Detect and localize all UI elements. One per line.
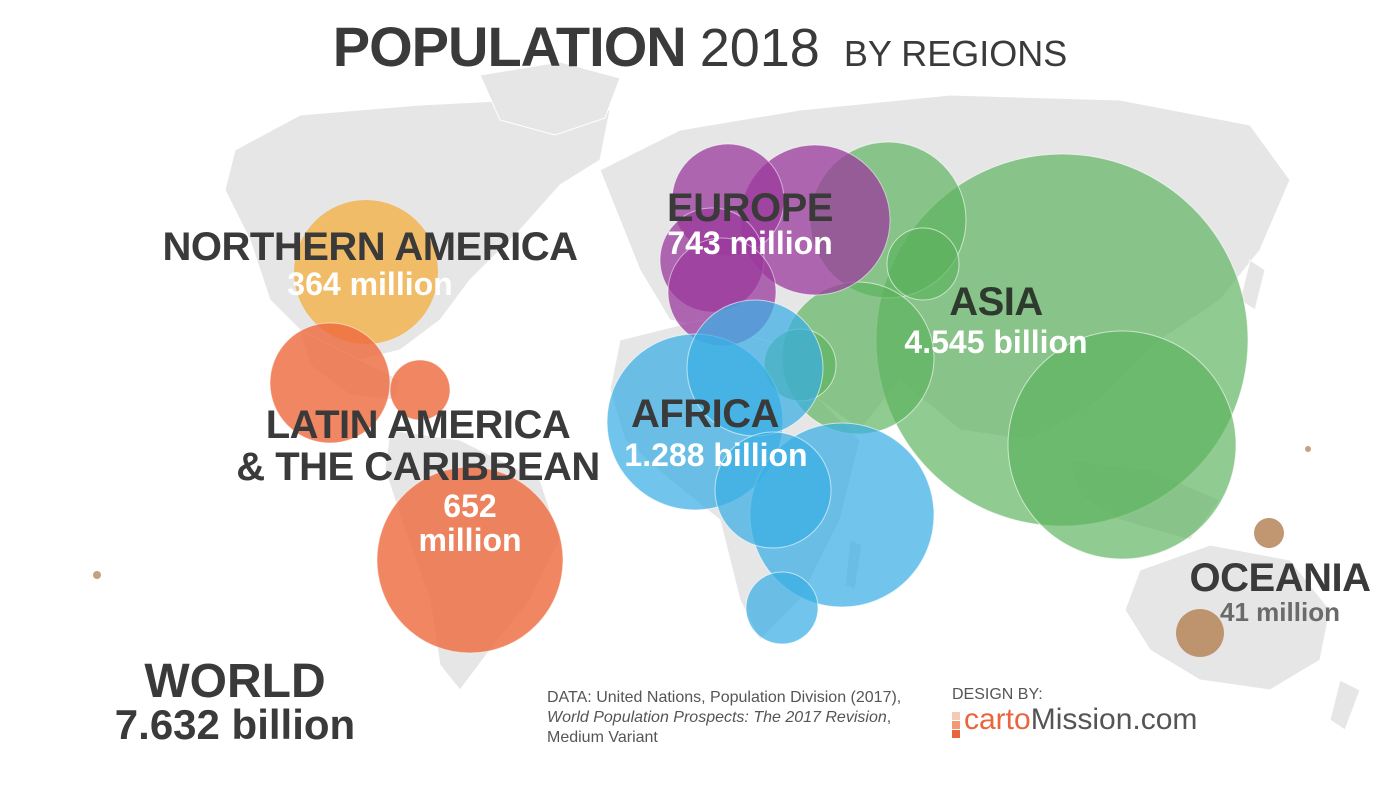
bubble-asia-small <box>886 227 960 301</box>
landmass-australia <box>1124 544 1331 691</box>
label-latin-america-name-line2: & THE CARIBBEAN <box>236 445 600 489</box>
source-italic: World Population Prospects: The 2017 Rev… <box>547 709 887 726</box>
title-subtitle: BY REGIONS <box>843 33 1068 74</box>
label-oceania-value: 41 million <box>1220 597 1340 627</box>
label-latin-america-name-line1: LATIN AMERICA <box>265 403 571 447</box>
bubble-asia-india <box>1007 330 1237 560</box>
source-suffix: , Medium Variant <box>547 709 892 746</box>
bubble-africa-central <box>714 431 832 549</box>
source-prefix: DATA: United Nations, Population Divisio… <box>547 689 902 706</box>
page-title: POPULATION 2018 BY REGIONS <box>0 14 1400 79</box>
bubble-latin-america-mexico <box>269 322 391 444</box>
label-oceania-name: OCEANIA <box>1189 556 1371 600</box>
bubble-oceania-australia <box>1176 609 1224 657</box>
bubble-oceania-png <box>1254 518 1284 548</box>
label-africa-name: AFRICA <box>630 392 780 436</box>
bubble-latin-america-south <box>376 466 564 654</box>
label-africa-value: 1.288 billion <box>624 437 808 473</box>
landmass-new-zealand <box>1329 679 1361 731</box>
northern-america-bubbles <box>294 200 438 344</box>
label-northern-america-name: NORTHERN AMERICA <box>162 225 578 269</box>
label-latin-america-value-line2: million <box>418 522 522 558</box>
bubble-northern-america <box>294 200 438 344</box>
landmass-japan <box>1239 259 1266 311</box>
title-year: 2018 <box>699 18 820 78</box>
title-main: POPULATION <box>332 15 687 78</box>
bubble-africa-south <box>745 571 819 645</box>
dot-atlantic <box>93 571 101 579</box>
small-dots <box>93 446 1311 579</box>
label-europe-value: 743 million <box>667 225 833 261</box>
asia-bubbles <box>763 141 1249 560</box>
credit-brand-part2: Mission.com <box>1030 703 1198 736</box>
dot-pacific <box>1305 446 1311 452</box>
oceania-bubbles <box>1176 518 1284 657</box>
label-asia-value: 4.545 billion <box>904 324 1088 360</box>
credit-brand[interactable]: cartoMission.com <box>952 703 1197 737</box>
landmass-greenland <box>479 61 621 136</box>
label-asia-name: ASIA <box>949 280 1043 324</box>
world-name: WORLD <box>144 655 326 708</box>
africa-bubbles <box>606 299 935 645</box>
label-northern-america-value: 364 million <box>287 266 453 302</box>
credit-brand-part1: carto <box>964 703 1031 736</box>
label-europe-name: EUROPE <box>667 186 833 230</box>
cartomission-logo-icon <box>952 712 960 738</box>
latin-america-bubbles <box>269 322 564 654</box>
world-value: 7.632 billion <box>114 701 356 748</box>
credit-label: DESIGN BY: <box>952 686 1043 703</box>
source-note: DATA: United Nations, Population Divisio… <box>547 688 907 748</box>
bubble-latin-america-caribbean <box>389 359 451 421</box>
label-latin-america-value-line1: 652 <box>443 488 497 524</box>
